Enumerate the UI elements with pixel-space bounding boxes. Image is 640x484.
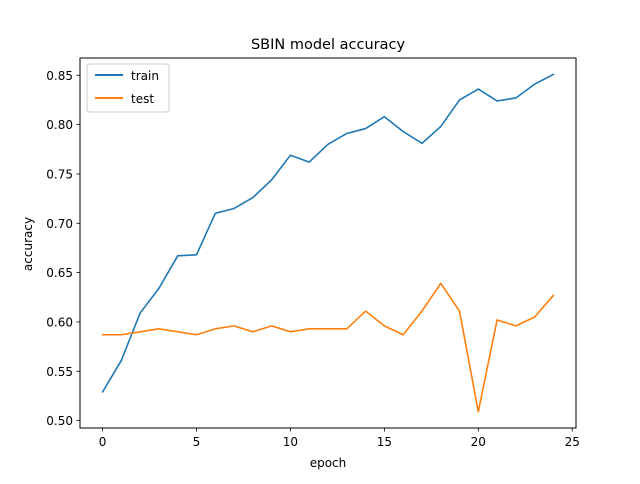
y-tick-label: 0.65 — [46, 266, 73, 280]
x-axis-label: epoch — [310, 456, 347, 470]
legend: train test — [87, 64, 169, 112]
y-tick-label: 0.60 — [46, 315, 73, 329]
y-tick-label: 0.55 — [46, 365, 73, 379]
y-tick-label: 0.75 — [46, 167, 73, 181]
x-tick-label: 25 — [565, 435, 580, 449]
y-tick-label: 0.70 — [46, 217, 73, 231]
y-tick-label: 0.80 — [46, 118, 73, 132]
x-tick-label: 20 — [471, 435, 486, 449]
x-tick-label: 5 — [193, 435, 201, 449]
y-tick-label: 0.85 — [46, 69, 73, 83]
legend-label-train: train — [131, 69, 159, 83]
y-tick-label: 0.50 — [46, 414, 73, 428]
chart-title: SBIN model accuracy — [251, 37, 405, 53]
y-axis-label: accuracy — [21, 217, 35, 271]
x-tick-label: 15 — [377, 435, 392, 449]
legend-label-test: test — [131, 92, 154, 106]
x-tick-label: 10 — [283, 435, 298, 449]
x-tick-label: 0 — [99, 435, 107, 449]
